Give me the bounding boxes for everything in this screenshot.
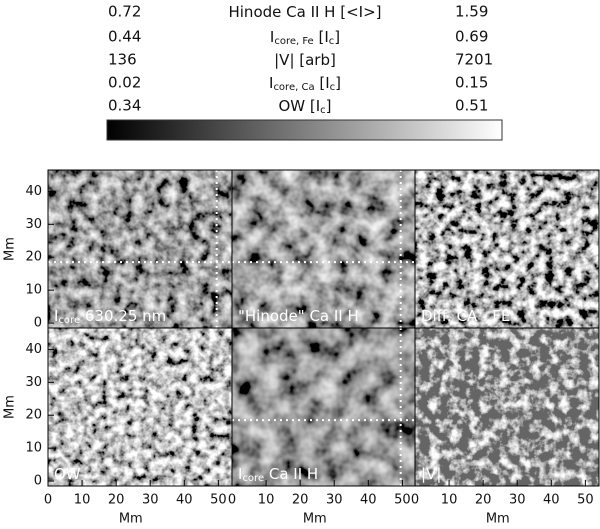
row-label: OW [Ic]	[278, 97, 331, 117]
row-label: Icore, Fe [Ic]	[270, 28, 340, 48]
min-value: 0.72	[108, 3, 141, 21]
image-panel	[415, 170, 599, 328]
label-part: ]	[334, 28, 340, 46]
label-part: |V| [arb]	[274, 51, 336, 69]
row-label: Hinode Ca II H [<I>]	[228, 3, 381, 21]
x-tick-label: 50	[577, 493, 594, 508]
label-part: OW [I	[278, 97, 320, 115]
y-tick-label: 0	[34, 316, 42, 331]
label-part: Ca II H	[264, 465, 318, 483]
x-axis-label: Mm	[303, 512, 327, 527]
x-tick-label: 30	[509, 493, 526, 508]
x-tick-label: 0	[411, 493, 419, 508]
x-tick-label: 40	[360, 493, 377, 508]
y-tick-label: 30	[25, 217, 42, 232]
label-part: 630.25 nm	[80, 307, 166, 325]
x-tick-label: 0	[228, 493, 236, 508]
y-axis-label: Mm	[3, 237, 18, 261]
x-tick-label: 50	[394, 493, 411, 508]
x-tick-label: 20	[292, 493, 309, 508]
label-part: "Hinode" Ca II H	[238, 307, 359, 325]
x-axis-label: Mm	[119, 512, 143, 527]
y-tick-label: 20	[25, 250, 42, 265]
label-part: Diff. CA - FE	[421, 307, 510, 325]
y-tick-label: 10	[25, 441, 42, 456]
y-tick-label: 40	[25, 184, 42, 199]
label-part: ]	[326, 97, 332, 115]
label-part: [I	[315, 74, 330, 92]
colorbar	[106, 119, 503, 141]
label-part: ]	[335, 74, 341, 92]
y-tick-label: 40	[25, 342, 42, 357]
image-panel	[48, 328, 232, 486]
panel-frame	[414, 327, 600, 487]
image-panel	[232, 328, 416, 486]
subscript: core, Ca	[273, 82, 314, 93]
label-part: I	[54, 307, 58, 325]
x-tick-label: 40	[543, 493, 560, 508]
x-axis-label: Mm	[486, 512, 510, 527]
label-part: [I	[314, 28, 329, 46]
panel-label: Diff. CA - FE	[421, 307, 510, 325]
max-value: 0.51	[455, 97, 488, 115]
subscript: c	[330, 82, 336, 93]
subscript: c	[320, 105, 326, 116]
min-value: 0.44	[108, 28, 141, 46]
y-tick-label: 20	[25, 408, 42, 423]
max-value: 0.69	[455, 28, 488, 46]
label-part: |V|	[421, 465, 441, 483]
row-label: |V| [arb]	[274, 51, 336, 69]
label-part: I	[270, 28, 274, 46]
x-tick-label: 30	[326, 493, 343, 508]
min-value: 0.02	[108, 74, 141, 92]
label-part: OW	[54, 465, 81, 483]
y-axis-label: Mm	[3, 395, 18, 419]
subscript: core, Fe	[274, 36, 313, 47]
y-tick-label: 10	[25, 283, 42, 298]
label-part: I	[269, 74, 273, 92]
panel-label: OW	[54, 465, 81, 483]
panel-label: |V|	[421, 465, 441, 483]
y-tick-label: 30	[25, 375, 42, 390]
image-panel	[48, 170, 232, 328]
panel-label: "Hinode" Ca II H	[238, 307, 359, 325]
x-tick-label: 0	[44, 493, 52, 508]
subscript: c	[329, 36, 335, 47]
max-value: 0.15	[455, 74, 488, 92]
subscript: core	[58, 315, 80, 326]
min-value: 136	[108, 51, 137, 69]
row-label: Icore, Ca [Ic]	[269, 74, 341, 94]
panel-label: Icore 630.25 nm	[54, 307, 166, 327]
x-tick-label: 10	[74, 493, 91, 508]
label-part: Hinode Ca II H [<I>]	[228, 3, 381, 21]
y-tick-label: 0	[34, 474, 42, 489]
x-tick-label: 40	[176, 493, 193, 508]
max-value: 1.59	[455, 3, 488, 21]
x-tick-label: 20	[475, 493, 492, 508]
min-value: 0.34	[108, 97, 141, 115]
x-tick-label: 30	[142, 493, 159, 508]
x-tick-label: 10	[441, 493, 458, 508]
subscript: core	[242, 473, 264, 484]
image-panel	[232, 170, 416, 328]
max-value: 7201	[455, 51, 493, 69]
x-tick-label: 20	[108, 493, 125, 508]
label-part: I	[238, 465, 242, 483]
x-tick-label: 50	[210, 493, 227, 508]
panel-label: Icore Ca II H	[238, 465, 318, 485]
image-panel	[415, 328, 599, 486]
x-tick-label: 10	[258, 493, 275, 508]
